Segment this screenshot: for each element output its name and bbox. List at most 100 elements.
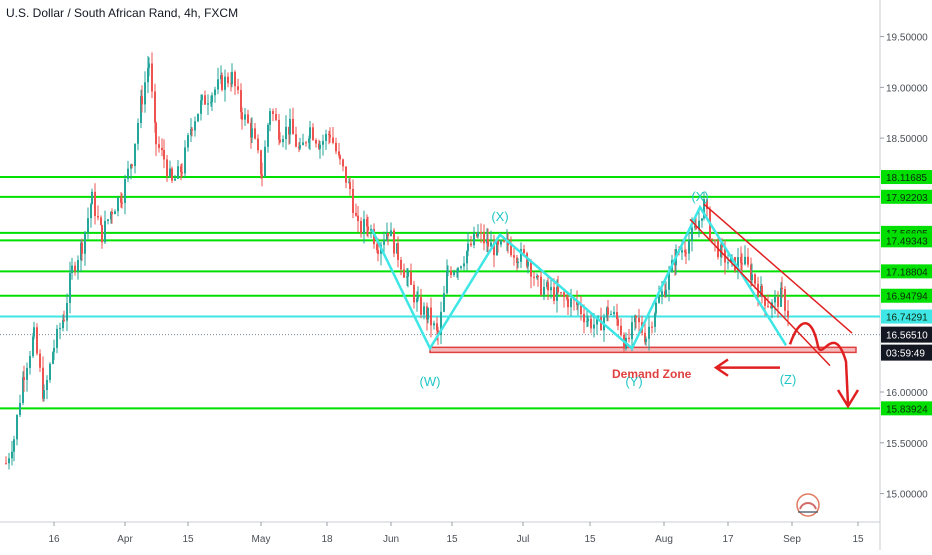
candle-body	[483, 232, 485, 244]
candle-body	[665, 289, 667, 297]
candle-body	[338, 151, 340, 156]
candle-body	[141, 96, 143, 105]
candle-body	[71, 265, 73, 274]
candle-body	[299, 145, 301, 149]
candle-body	[563, 292, 565, 298]
wave-label: (Z)	[780, 372, 797, 387]
candle-body	[577, 304, 579, 306]
candle-body	[254, 128, 256, 139]
candle-body	[194, 121, 196, 131]
candle-body	[32, 336, 34, 357]
level-price-tag	[881, 189, 932, 204]
candle-body	[684, 250, 686, 253]
x-tick-label: Sep	[783, 534, 801, 545]
candle-body	[197, 113, 199, 122]
candle-body	[423, 306, 425, 315]
candle-body	[497, 240, 499, 245]
candle-body	[436, 323, 438, 331]
candle-body	[467, 243, 469, 252]
candle-body	[730, 257, 732, 263]
candle-body	[513, 255, 515, 258]
wave-label: (X)	[691, 189, 708, 204]
candle-body	[342, 159, 344, 167]
candle-body	[154, 91, 156, 123]
x-tick-label: May	[252, 534, 271, 545]
candle-body	[764, 296, 766, 306]
candle-body	[447, 270, 449, 272]
candle-body	[631, 322, 633, 340]
candle-body	[453, 271, 455, 276]
candle-body	[22, 377, 24, 403]
candle-body	[403, 269, 405, 278]
candle-body	[282, 139, 284, 143]
candle-body	[63, 319, 65, 321]
candle-body	[527, 261, 529, 267]
candle-body	[181, 172, 183, 174]
candle-body	[339, 155, 341, 160]
candle-body	[761, 286, 763, 297]
level-price-tag	[881, 264, 932, 279]
candle-body	[231, 71, 233, 84]
level-price-label: 15.83924	[886, 404, 928, 415]
candle-body	[319, 144, 321, 149]
candle-body	[360, 220, 362, 233]
candle-body	[315, 140, 317, 144]
candle-body	[39, 353, 41, 368]
candle-body	[140, 96, 142, 123]
candle-body	[52, 352, 54, 364]
candle-body	[43, 390, 45, 399]
candle-body	[217, 79, 219, 90]
candle-body	[124, 178, 126, 203]
candle-body	[210, 102, 212, 104]
candle-body	[410, 272, 412, 285]
candle-body	[393, 230, 395, 254]
candle-body	[466, 251, 468, 264]
candle-body	[747, 256, 749, 265]
y-tick-label: 15.00000	[886, 490, 928, 501]
candle-body	[681, 250, 683, 253]
candle-body	[227, 76, 229, 84]
candle-body	[516, 257, 518, 263]
chart-title: U.S. Dollar / South African Rand, 4h, FX…	[6, 6, 239, 20]
candle-body	[272, 111, 274, 114]
candle-body	[741, 263, 743, 265]
x-tick-label: Aug	[655, 534, 673, 545]
candle-body	[751, 274, 753, 281]
candle-body	[16, 415, 18, 440]
candle-body	[583, 314, 585, 323]
candle-body	[655, 302, 657, 314]
candle-body	[349, 182, 351, 189]
candle-body	[345, 166, 347, 183]
candle-body	[204, 95, 206, 105]
candle-body	[66, 302, 68, 321]
candle-body	[754, 274, 756, 284]
y-tick-label: 16.00000	[886, 388, 928, 399]
level-price-tag	[881, 309, 932, 324]
candle-body	[184, 147, 186, 174]
candle-body	[744, 256, 746, 265]
y-tick-label: 19.50000	[886, 33, 928, 44]
candle-body	[787, 310, 789, 318]
candle-body	[617, 319, 619, 326]
projection-arrowhead	[836, 389, 860, 409]
candle-body	[661, 291, 663, 297]
candle-body	[329, 134, 331, 138]
tradingview-logo	[796, 493, 820, 517]
candle-body	[161, 147, 163, 151]
candle-body	[144, 82, 146, 105]
candle-body	[613, 311, 615, 315]
y-tick-label: 19.00000	[886, 83, 928, 94]
candle-body	[200, 100, 202, 114]
candle-body	[570, 298, 572, 308]
candle-body	[648, 326, 650, 339]
candle-body	[496, 240, 498, 256]
candle-body	[654, 313, 656, 327]
candle-body	[780, 287, 782, 307]
candle-body	[366, 219, 368, 227]
candle-body	[370, 228, 372, 231]
candle-body	[457, 267, 459, 272]
candle-body	[26, 367, 28, 380]
candle-body	[11, 451, 13, 459]
